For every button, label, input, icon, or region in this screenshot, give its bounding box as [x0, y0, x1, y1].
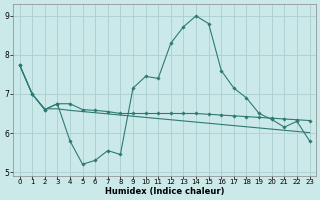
X-axis label: Humidex (Indice chaleur): Humidex (Indice chaleur) [105, 187, 224, 196]
